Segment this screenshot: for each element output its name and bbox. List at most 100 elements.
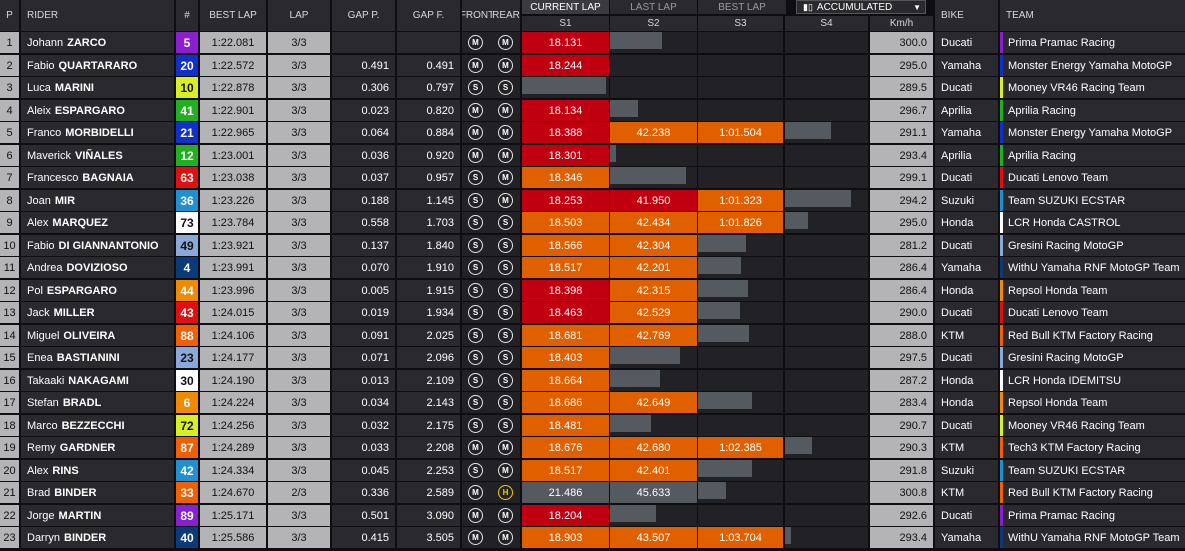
team-name: Gresini Racing MotoGP [1008, 239, 1124, 252]
rider-name[interactable]: Jorge MARTIN [21, 505, 174, 526]
bike: KTM [935, 482, 998, 503]
front-tyre-icon: M [468, 485, 483, 500]
rider-last-name: MIR [54, 194, 76, 207]
tab-current-lap[interactable]: CURRENT LAP [522, 0, 609, 14]
rider-name[interactable]: Enea BASTIANINI [21, 347, 174, 368]
rider-name[interactable]: Luca MARINI [21, 77, 174, 98]
front-tyre-icon: S [468, 260, 483, 275]
front-tyre-icon: S [468, 193, 483, 208]
s2-bar [610, 145, 617, 162]
s1-bar [522, 482, 609, 503]
s1-bar [522, 32, 609, 53]
rider-name[interactable]: Stefan BRADL [21, 392, 174, 413]
team-color-stripe [1000, 257, 1003, 278]
accumulated-dropdown[interactable]: ▮▯ ACCUMULATED ▼ [796, 0, 926, 14]
best-lap: 1:24.190 [200, 370, 266, 391]
rider-name[interactable]: Darryn BINDER [21, 527, 174, 548]
rider-name[interactable]: Pol ESPARGARO [21, 280, 174, 301]
s2-time [610, 505, 697, 526]
s2-cell: 42.238 [610, 122, 697, 143]
s3-cell [698, 505, 783, 526]
rear-tyre-icon: M [498, 508, 513, 523]
rider-name[interactable]: Aleix ESPARGARO [21, 100, 174, 121]
speed: 295.0 [870, 55, 933, 76]
team: Aprilia Racing [1000, 100, 1185, 121]
rider-name[interactable]: Alex RINS [21, 460, 174, 481]
gap-previous: 0.023 [332, 100, 395, 121]
gap-previous: 0.036 [332, 145, 395, 166]
bike: Yamaha [935, 257, 998, 278]
rider-name[interactable]: Maverick VIÑALES [21, 145, 174, 166]
team-color-stripe [1000, 55, 1003, 76]
rider-name[interactable]: Miguel OLIVEIRA [21, 325, 174, 346]
best-lap: 1:23.226 [200, 190, 266, 211]
s3-time [698, 77, 783, 98]
s4-bar [785, 437, 813, 454]
s1-time: 18.301 [548, 149, 583, 162]
rider-name[interactable]: Alex MARQUEZ [21, 212, 174, 233]
rider-name[interactable]: Jack MILLER [21, 302, 174, 323]
s3-cell: 1:01.504 [698, 122, 783, 143]
tab-best-lap[interactable]: BEST LAP [698, 0, 786, 14]
gap-previous: 0.091 [332, 325, 395, 346]
rider-number: 20 [176, 55, 198, 76]
s2-cell: 42.680 [610, 437, 697, 458]
rider-name[interactable]: Franco MORBIDELLI [21, 122, 174, 143]
tab-last-lap[interactable]: LAST LAP [610, 0, 697, 14]
rider-name[interactable]: Johann ZARCO [21, 32, 174, 53]
best-lap: 1:23.038 [200, 167, 266, 188]
rider-name[interactable]: Takaaki NAKAGAMI [21, 370, 174, 391]
position: 2 [0, 55, 19, 76]
position: 5 [0, 122, 19, 143]
gap-previous: 0.033 [332, 437, 395, 458]
s3-time [698, 347, 783, 368]
rider-number: 33 [176, 482, 198, 503]
speed: 290.3 [870, 437, 933, 458]
s1-bar [522, 190, 609, 211]
rider-name[interactable]: Remy GARDNER [21, 437, 174, 458]
s3-time [698, 370, 783, 391]
gap-first: 0.957 [397, 167, 460, 188]
position: 7 [0, 167, 19, 188]
front-tyre-icon: M [468, 440, 483, 455]
s4-time [785, 415, 868, 436]
position: 9 [0, 212, 19, 233]
s2-cell: 42.304 [610, 235, 697, 256]
rider-first-name: Luca [27, 81, 51, 94]
s3-bar [698, 235, 746, 252]
speed: 292.6 [870, 505, 933, 526]
team: LCR Honda CASTROL [1000, 212, 1185, 233]
rider-name[interactable]: Francesco BAGNAIA [21, 167, 174, 188]
s4-cell [785, 437, 868, 458]
rider-number: 49 [176, 235, 198, 256]
team-name: Red Bull KTM Factory Racing [1008, 329, 1153, 342]
position: 19 [0, 437, 19, 458]
header-rider: RIDER [21, 0, 174, 31]
s2-bar [610, 257, 697, 278]
rider-name[interactable]: Fabio QUARTARARO [21, 55, 174, 76]
rider-name[interactable]: Brad BINDER [21, 482, 174, 503]
s1-time: 18.566 [548, 239, 583, 252]
team-color-stripe [1000, 527, 1003, 548]
best-lap: 1:24.015 [200, 302, 266, 323]
gap-first: 3.090 [397, 505, 460, 526]
lap-count: 3/3 [268, 527, 330, 548]
s3-cell [698, 145, 783, 166]
rider-name[interactable]: Andrea DOVIZIOSO [21, 257, 174, 278]
rider-name[interactable]: Marco BEZZECCHI [21, 415, 174, 436]
rider-name[interactable]: Fabio DI GIANNANTONIO [21, 235, 174, 256]
s1-bar [522, 325, 609, 346]
gap-previous: 0.070 [332, 257, 395, 278]
team-name: Prima Pramac Racing [1008, 509, 1115, 522]
team-name: Repsol Honda Team [1008, 284, 1108, 297]
s1-bar [522, 460, 609, 481]
s2-bar [610, 32, 663, 49]
rider-name[interactable]: Joan MIR [21, 190, 174, 211]
s3-cell [698, 482, 783, 503]
position: 21 [0, 482, 19, 503]
s2-time [610, 370, 697, 391]
gap-previous: 0.019 [332, 302, 395, 323]
